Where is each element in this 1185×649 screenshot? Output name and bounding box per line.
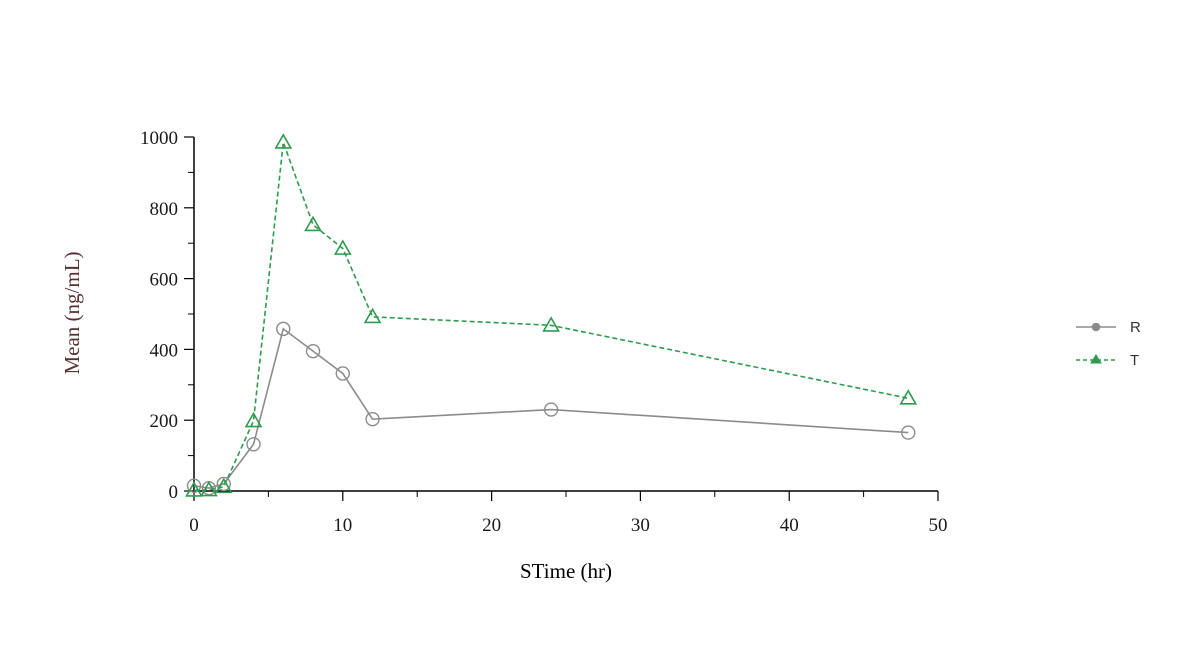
series-r-point bbox=[216, 476, 231, 492]
x-tick-label: 40 bbox=[780, 515, 799, 536]
series-t-point bbox=[274, 133, 293, 149]
series-r-point bbox=[543, 402, 559, 417]
x-tick-label: 10 bbox=[333, 515, 352, 536]
x-tick-label: 20 bbox=[482, 515, 501, 536]
legend-t-marker bbox=[1090, 354, 1102, 364]
series-t-line bbox=[193, 142, 909, 492]
series-t-point bbox=[899, 389, 918, 405]
series-r-point bbox=[901, 425, 916, 440]
x-tick-label: 30 bbox=[631, 515, 650, 536]
legend: RT bbox=[1076, 319, 1141, 369]
series-t-point bbox=[363, 307, 382, 324]
series-r bbox=[186, 321, 916, 496]
series-t-point bbox=[542, 316, 560, 332]
y-tick-label: 0 bbox=[169, 482, 179, 503]
y-tick-label: 400 bbox=[150, 340, 179, 361]
legend-t-label: T bbox=[1130, 352, 1139, 369]
y-tick-label: 800 bbox=[150, 199, 179, 220]
series-r-point bbox=[365, 411, 380, 427]
x-tick-label: 0 bbox=[189, 515, 199, 536]
y-axis-label: Mean (ng/mL) bbox=[60, 251, 84, 374]
axes: 0 200 400 600 800 1000 0 10 20 30 40 50 bbox=[140, 128, 948, 536]
series-r-point bbox=[186, 478, 202, 493]
series-t-point bbox=[185, 481, 203, 497]
series-r-point bbox=[305, 343, 321, 359]
series-t bbox=[185, 133, 918, 497]
y-tick-label: 200 bbox=[150, 411, 179, 432]
legend-r-marker bbox=[1091, 322, 1101, 332]
series-r-point bbox=[246, 437, 261, 452]
series-r-line bbox=[193, 327, 909, 489]
legend-r-label: R bbox=[1130, 319, 1141, 336]
series-r-point bbox=[276, 321, 291, 337]
series-t-point bbox=[200, 480, 218, 497]
series-t-point bbox=[244, 411, 263, 428]
series-layer bbox=[185, 133, 918, 497]
x-tick-label: 50 bbox=[929, 515, 948, 536]
series-r-point bbox=[335, 366, 350, 381]
x-axis-label: STime (hr) bbox=[520, 559, 612, 583]
series-t-point bbox=[214, 477, 233, 494]
y-tick-label: 1000 bbox=[140, 128, 178, 149]
series-t-point bbox=[333, 239, 352, 255]
y-tick-label: 600 bbox=[150, 270, 179, 291]
series-t-point bbox=[304, 215, 322, 232]
